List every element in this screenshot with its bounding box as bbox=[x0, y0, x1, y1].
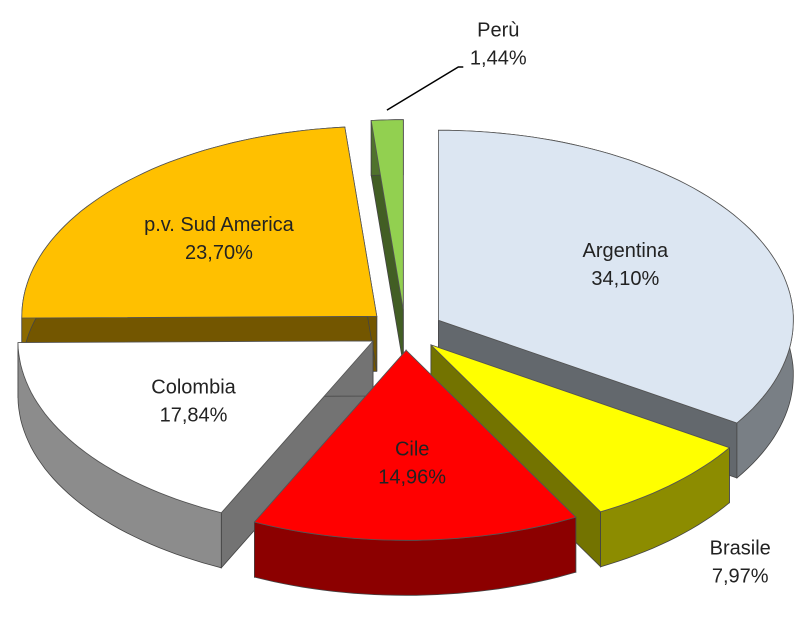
slice-label: Argentina bbox=[583, 240, 669, 262]
slice bbox=[253, 349, 577, 541]
slice-label: Brasile bbox=[710, 537, 771, 559]
value-label: 14,96% bbox=[378, 467, 446, 489]
slice-label: p.v. Sud America bbox=[144, 214, 295, 236]
value-label: 17,84% bbox=[160, 405, 228, 427]
leader-line bbox=[386, 66, 464, 111]
slice bbox=[17, 340, 374, 514]
slice bbox=[21, 126, 378, 319]
slice bbox=[430, 344, 731, 513]
slice bbox=[370, 119, 404, 310]
value-label: 34,10% bbox=[591, 268, 659, 290]
slice bbox=[438, 129, 794, 424]
value-label: 1,44% bbox=[470, 47, 527, 69]
slice-label: Cile bbox=[395, 439, 429, 461]
slice-label: Perù bbox=[477, 19, 519, 41]
value-label: 23,70% bbox=[185, 242, 253, 264]
slice-label: Colombia bbox=[151, 377, 236, 399]
value-label: 7,97% bbox=[712, 565, 769, 587]
